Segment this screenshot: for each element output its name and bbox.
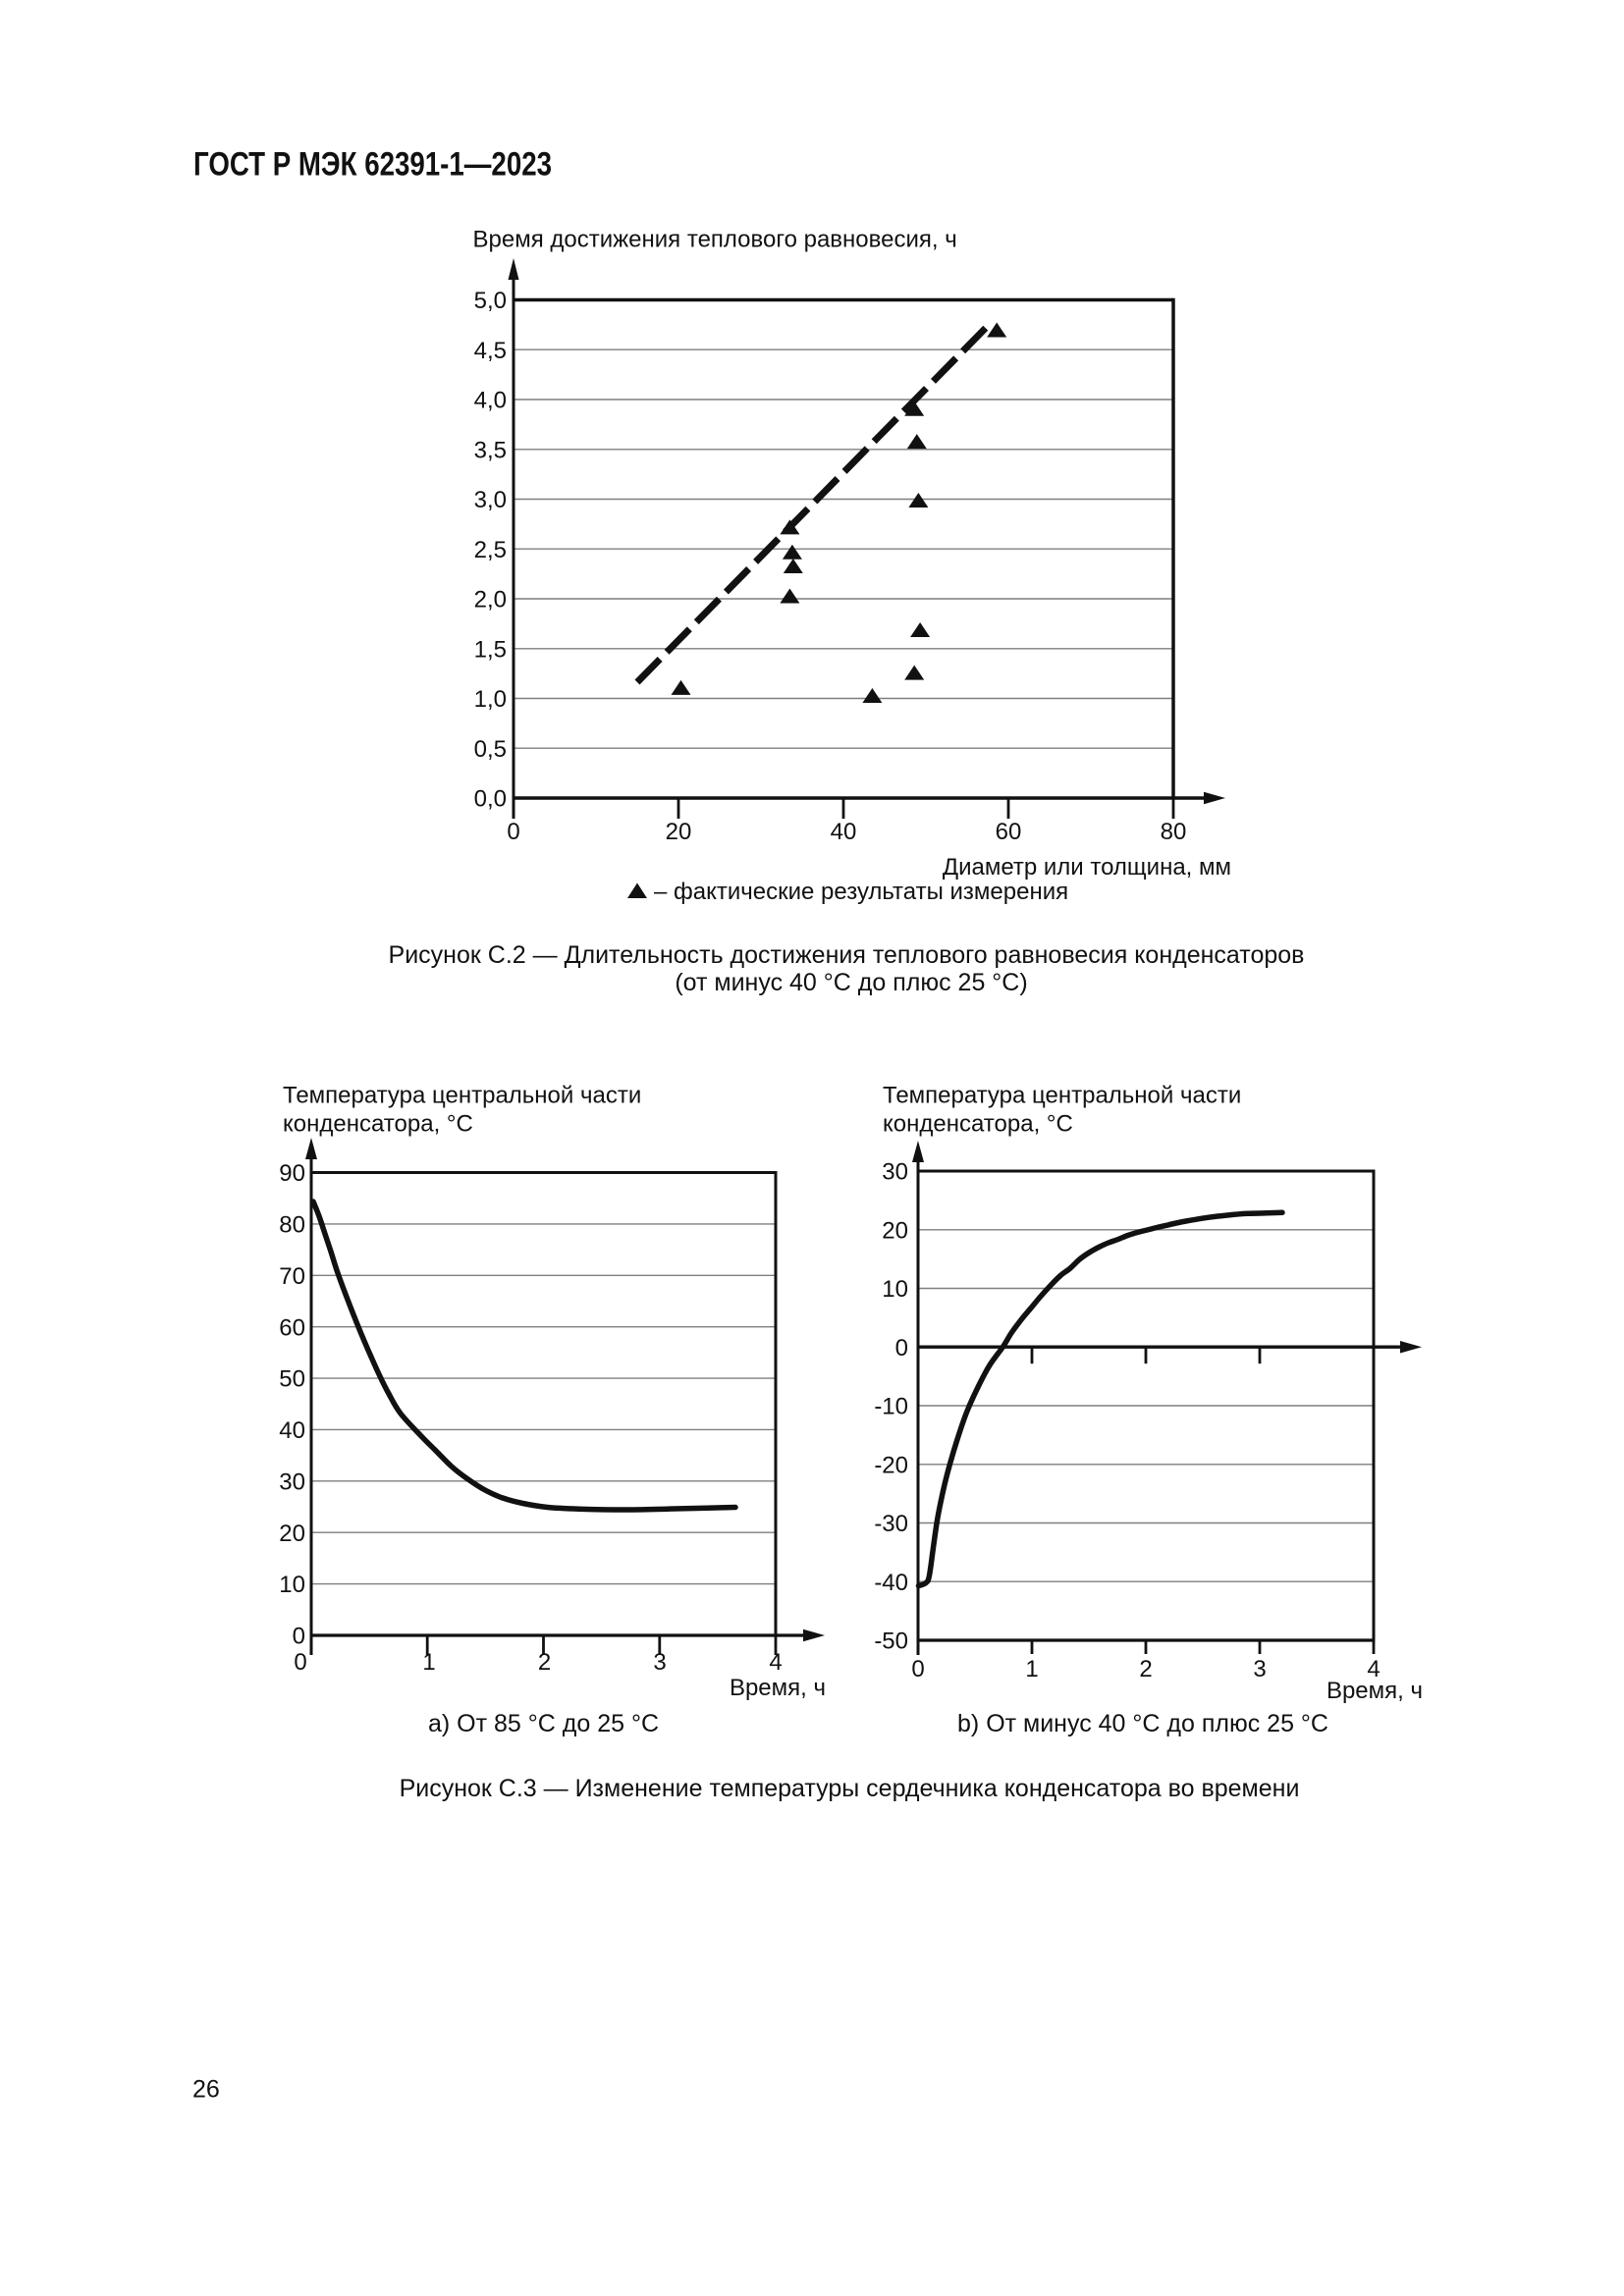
svg-text:1: 1 [422, 1649, 435, 1676]
svg-text:60: 60 [996, 819, 1022, 845]
svg-text:3,0: 3,0 [474, 487, 507, 513]
svg-text:1,5: 1,5 [474, 636, 507, 663]
svg-text:20: 20 [279, 1521, 305, 1547]
svg-text:20: 20 [882, 1217, 908, 1244]
svg-text:Рисунок С.3 — Изменение темпер: Рисунок С.3 — Изменение температуры серд… [400, 1775, 1300, 1802]
svg-text:90: 90 [279, 1160, 305, 1187]
svg-text:4: 4 [1367, 1656, 1380, 1682]
svg-text:0,0: 0,0 [474, 786, 507, 813]
svg-text:конденсатора, °С: конденсатора, °С [883, 1110, 1073, 1137]
svg-text:1,0: 1,0 [474, 686, 507, 713]
svg-text:0: 0 [911, 1656, 924, 1682]
svg-text:2,5: 2,5 [474, 537, 507, 563]
svg-text:3: 3 [653, 1649, 666, 1676]
svg-text:0: 0 [293, 1624, 305, 1650]
svg-text:Температура центральной части: Температура центральной части [283, 1082, 641, 1108]
svg-text:26: 26 [192, 2076, 220, 2104]
svg-text:b) От минус 40 °С до плюс 25 °: b) От минус 40 °С до плюс 25 °С [957, 1710, 1328, 1737]
svg-text:3,5: 3,5 [474, 437, 507, 463]
svg-text:-40: -40 [874, 1570, 908, 1596]
svg-text:80: 80 [1161, 819, 1187, 845]
svg-text:0: 0 [294, 1649, 306, 1676]
svg-text:2: 2 [1139, 1656, 1152, 1682]
svg-text:70: 70 [279, 1263, 305, 1290]
svg-text:1: 1 [1025, 1656, 1038, 1682]
svg-text:4,5: 4,5 [474, 338, 507, 364]
svg-text:Время достижения теплового рав: Время достижения теплового равновесия, ч [473, 227, 957, 253]
svg-text:2,0: 2,0 [474, 587, 507, 614]
svg-text:4,0: 4,0 [474, 388, 507, 414]
svg-text:Время, ч: Время, ч [1326, 1678, 1423, 1704]
svg-text:-20: -20 [874, 1452, 908, 1478]
svg-text:30: 30 [882, 1159, 908, 1186]
svg-text:40: 40 [279, 1417, 305, 1444]
svg-text:Диаметр или толщина, мм: Диаметр или толщина, мм [943, 854, 1231, 881]
svg-text:– фактические результаты измер: – фактические результаты измерения [654, 879, 1068, 905]
svg-text:0: 0 [895, 1335, 908, 1362]
svg-text:60: 60 [279, 1314, 305, 1341]
svg-text:0,5: 0,5 [474, 736, 507, 763]
svg-text:3: 3 [1253, 1656, 1266, 1682]
svg-text:0: 0 [507, 819, 519, 845]
svg-text:80: 80 [279, 1212, 305, 1239]
svg-text:30: 30 [279, 1468, 305, 1495]
svg-text:ГОСТ Р МЭК 62391-1—2023: ГОСТ Р МЭК 62391-1—2023 [193, 146, 552, 184]
svg-text:конденсатора, °С: конденсатора, °С [283, 1110, 473, 1137]
svg-text:4: 4 [769, 1649, 782, 1676]
svg-text:Температура центральной части: Температура центральной части [883, 1082, 1241, 1108]
svg-text:10: 10 [279, 1572, 305, 1598]
svg-text:40: 40 [831, 819, 857, 845]
svg-text:Время, ч: Время, ч [730, 1675, 826, 1701]
svg-text:-30: -30 [874, 1511, 908, 1537]
svg-text:50: 50 [279, 1366, 305, 1393]
svg-text:(от минус 40 °С до плюс 25 °С): (от минус 40 °С до плюс 25 °С) [675, 969, 1027, 996]
svg-text:a) От 85 °С до 25 °С: a) От 85 °С до 25 °С [428, 1710, 659, 1737]
svg-text:10: 10 [882, 1276, 908, 1303]
svg-text:-50: -50 [874, 1629, 908, 1655]
svg-text:20: 20 [666, 819, 692, 845]
svg-text:5,0: 5,0 [474, 288, 507, 314]
svg-text:-10: -10 [874, 1394, 908, 1420]
svg-text:Рисунок С.2 — Длительность дос: Рисунок С.2 — Длительность достижения те… [389, 941, 1305, 969]
svg-text:2: 2 [538, 1649, 551, 1676]
